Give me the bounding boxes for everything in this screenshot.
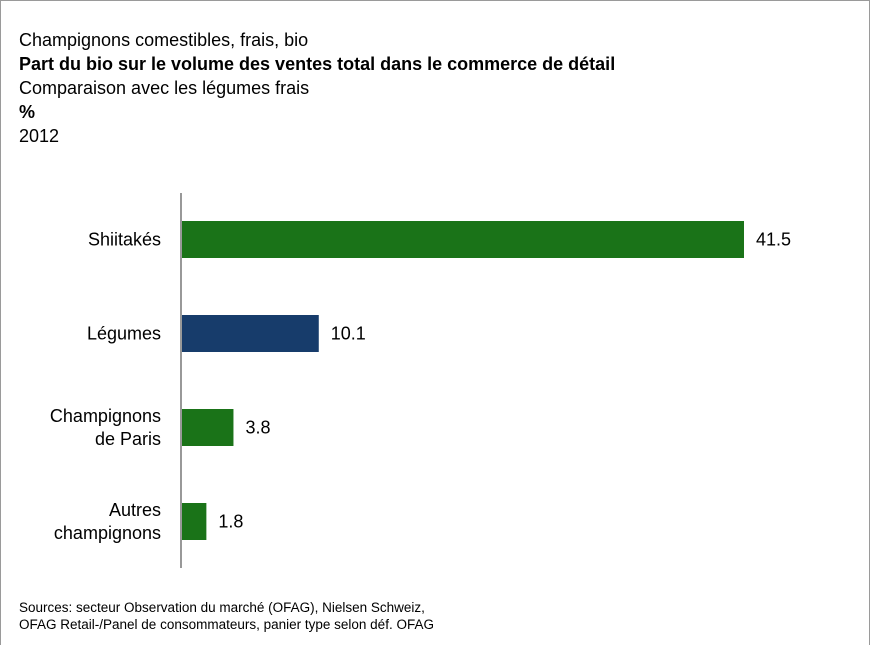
bar — [182, 409, 234, 446]
chart-title: Part du bio sur le volume des ventes tot… — [19, 54, 616, 74]
chart-supertitle: Champignons comestibles, frais, bio — [19, 30, 309, 50]
category-label: de Paris — [95, 429, 161, 449]
chart-subtitle: Comparaison avec les légumes frais — [19, 78, 310, 98]
unit-label: % — [19, 102, 36, 122]
category-label: Légumes — [87, 324, 161, 344]
source-line-2: OFAG Retail-/Panel de consommateurs, pan… — [19, 617, 434, 632]
bar — [182, 503, 207, 540]
data-label: 1.8 — [218, 512, 243, 532]
category-label: champignons — [54, 523, 161, 543]
source-line-1: Sources: secteur Observation du marché (… — [19, 600, 425, 615]
year-label: 2012 — [19, 126, 60, 146]
bar — [182, 221, 744, 258]
category-label: Shiitakés — [88, 230, 161, 250]
category-label: Autres — [109, 500, 161, 520]
data-label: 41.5 — [756, 230, 791, 250]
category-label: Champignons — [50, 406, 161, 426]
bar — [182, 315, 319, 352]
data-label: 10.1 — [331, 324, 366, 344]
data-label: 3.8 — [245, 418, 270, 438]
